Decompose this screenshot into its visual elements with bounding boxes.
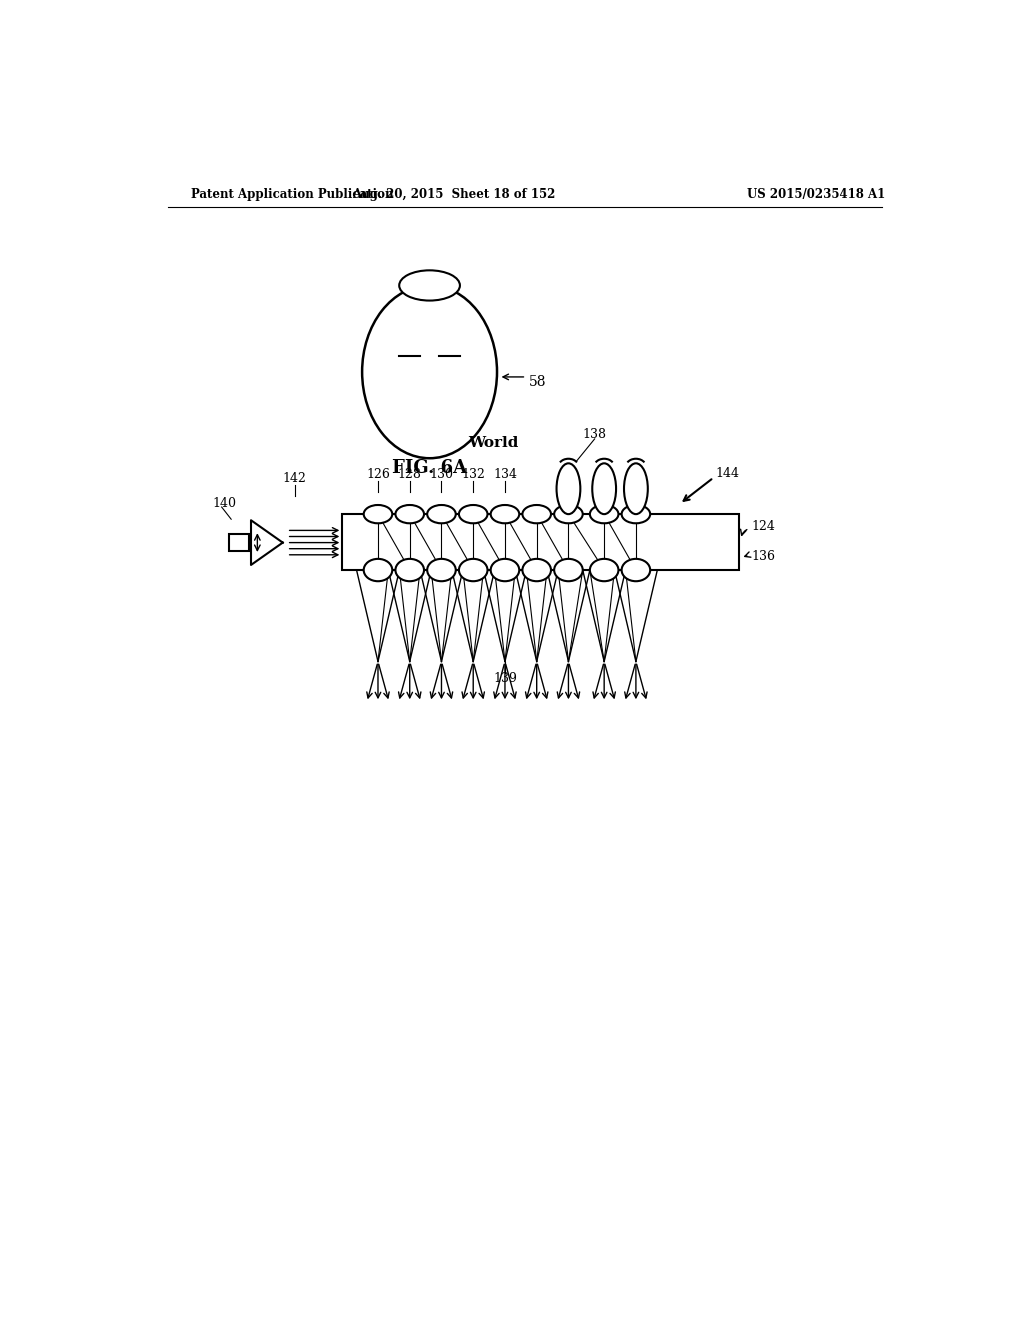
Ellipse shape bbox=[522, 558, 551, 581]
Ellipse shape bbox=[522, 506, 551, 523]
Text: 138: 138 bbox=[583, 429, 606, 441]
Ellipse shape bbox=[590, 558, 618, 581]
Ellipse shape bbox=[427, 506, 456, 523]
Text: 128: 128 bbox=[397, 467, 422, 480]
Ellipse shape bbox=[395, 506, 424, 523]
Ellipse shape bbox=[624, 463, 648, 513]
Ellipse shape bbox=[622, 558, 650, 581]
Ellipse shape bbox=[490, 506, 519, 523]
Ellipse shape bbox=[622, 506, 650, 523]
Ellipse shape bbox=[364, 506, 392, 523]
Text: 144: 144 bbox=[715, 467, 739, 480]
Text: US 2015/0235418 A1: US 2015/0235418 A1 bbox=[748, 189, 886, 202]
Text: Aug. 20, 2015  Sheet 18 of 152: Aug. 20, 2015 Sheet 18 of 152 bbox=[351, 189, 555, 202]
Text: FIG. 6A: FIG. 6A bbox=[392, 459, 467, 478]
Ellipse shape bbox=[592, 463, 616, 513]
Text: Patent Application Publication: Patent Application Publication bbox=[191, 189, 394, 202]
Ellipse shape bbox=[364, 558, 392, 581]
Text: 132: 132 bbox=[461, 467, 485, 480]
Ellipse shape bbox=[395, 558, 424, 581]
Ellipse shape bbox=[554, 558, 583, 581]
Text: 58: 58 bbox=[528, 375, 546, 389]
Ellipse shape bbox=[554, 506, 583, 523]
Ellipse shape bbox=[590, 506, 618, 523]
Text: 140: 140 bbox=[213, 498, 237, 511]
Ellipse shape bbox=[459, 506, 487, 523]
Ellipse shape bbox=[459, 558, 487, 581]
Bar bbox=[342, 515, 739, 570]
Ellipse shape bbox=[557, 463, 581, 513]
Text: 136: 136 bbox=[751, 550, 775, 564]
Text: World: World bbox=[468, 436, 518, 450]
Text: 124: 124 bbox=[751, 520, 775, 533]
Ellipse shape bbox=[490, 558, 519, 581]
Text: 139: 139 bbox=[493, 672, 517, 685]
Text: 142: 142 bbox=[283, 473, 306, 484]
Text: 134: 134 bbox=[493, 467, 517, 480]
Text: 130: 130 bbox=[429, 467, 454, 480]
Ellipse shape bbox=[427, 558, 456, 581]
Text: 126: 126 bbox=[366, 467, 390, 480]
Ellipse shape bbox=[399, 271, 460, 301]
Bar bbox=[228, 535, 249, 550]
